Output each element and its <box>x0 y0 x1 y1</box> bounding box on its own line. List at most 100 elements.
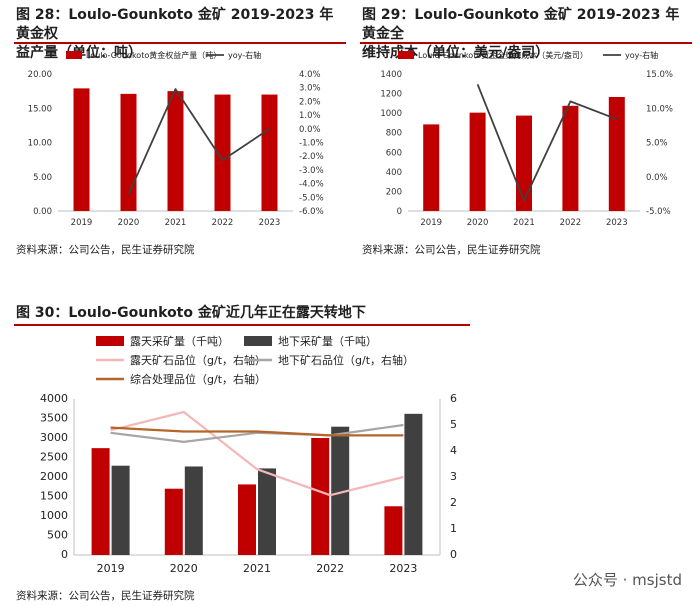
chart1-bar-1 <box>214 94 231 211</box>
chart2-ytick-label: 800 <box>386 129 402 139</box>
chart3-legend-swatch-1 <box>96 336 124 346</box>
chart1-bar-1 <box>120 93 137 211</box>
chart3-xtick-label: 2023 <box>389 562 417 575</box>
chart2-bar-1 <box>516 115 532 211</box>
chart3-y2tick-label: 2 <box>450 496 457 509</box>
chart3-bar-1 <box>91 448 110 555</box>
chart2-ytick-label: 0 <box>397 207 402 217</box>
chart2-legend-bar-swatch <box>398 51 414 59</box>
chart1-bar-1 <box>73 88 90 211</box>
chart3-ytick-label: 3000 <box>40 431 68 444</box>
chart2-ytick-label: 600 <box>386 148 402 158</box>
figure-30-title: 图 30：Loulo-Gounkoto 金矿近几年正在露天转地下 <box>16 304 466 323</box>
chart2-ytick-label: 1000 <box>380 109 402 119</box>
chart3-ytick-label: 0 <box>61 548 68 561</box>
chart1-y2tick-label: 0.0% <box>299 125 321 135</box>
chart3-legend-label-1: 露天采矿量（千吨） <box>130 335 229 348</box>
chart3-ytick-label: 2000 <box>40 470 68 483</box>
chart3-bar-1 <box>164 488 183 555</box>
chart3-bar-1 <box>384 506 403 555</box>
figure-28-rule <box>14 42 346 44</box>
chart1-ytick-label: 10.00 <box>28 139 52 149</box>
chart1-y2tick-label: 3.0% <box>299 84 321 94</box>
figure-29-source: 资料来源：公司公告，民生证券研究院 <box>362 244 541 256</box>
chart1-bar-1 <box>167 91 184 211</box>
chart1-y2tick-label: -4.0% <box>299 180 324 190</box>
chart1-y2tick-label: -3.0% <box>299 166 324 176</box>
chart1-legend-bar-label: Loulo-Gounkoto黄金权益产量（吨） <box>86 50 221 60</box>
chart2-xtick-label: 2020 <box>467 218 489 228</box>
chart2-y2tick-label: 5.0% <box>646 139 668 149</box>
chart1-y2tick-label: 4.0% <box>299 70 321 80</box>
chart2-bar-1 <box>469 112 486 211</box>
chart3-ytick-label: 500 <box>47 529 68 542</box>
figure-28-title: 图 28：Loulo-Gounkoto 金矿 2019-2023 年黄金权 益产… <box>16 6 346 63</box>
chart3-bar-2 <box>404 413 423 555</box>
chart3-ytick-label: 1500 <box>40 490 68 503</box>
chart2-ytick-label: 1400 <box>380 70 402 80</box>
chart3-bar-2 <box>331 426 350 555</box>
chart2-xtick-label: 2023 <box>606 218 628 228</box>
chart3-legend-label-2: 地下采矿量（千吨） <box>278 335 377 348</box>
chart2-xtick-label: 2019 <box>420 218 442 228</box>
chart1-ytick-label: 5.00 <box>33 173 52 183</box>
chart3-line-2 <box>110 423 404 443</box>
chart3-bar-1 <box>311 438 330 555</box>
chart3-y2tick-label: 4 <box>450 444 457 457</box>
chart1-y2tick-label: -5.0% <box>299 193 324 203</box>
chart1-y2tick-label: 2.0% <box>299 97 321 107</box>
figure-30-source: 资料来源：公司公告，民生证券研究院 <box>16 590 195 602</box>
chart3-legend-label-4: 地下矿石品位（g/t，右轴） <box>278 353 414 367</box>
chart1-y2tick-label: 1.0% <box>299 111 321 121</box>
chart1-legend-line-label: yoy-右轴 <box>228 50 261 60</box>
chart2-line-1 <box>476 83 618 202</box>
chart2-ytick-label: 200 <box>386 187 402 197</box>
chart2-ytick-label: 1200 <box>380 90 402 100</box>
chart1-ytick-label: 20.00 <box>28 70 52 80</box>
chart1-legend-bar-swatch <box>66 51 82 59</box>
chart3-ytick-label: 1000 <box>40 509 68 522</box>
chart3-y2tick-label: 5 <box>450 418 457 431</box>
figure-28-title-line1: 图 28：Loulo-Gounkoto 金矿 2019-2023 年黄金权 <box>16 7 334 42</box>
chart2-y2tick-label: 10.0% <box>646 104 673 114</box>
chart3-xtick-label: 2022 <box>316 562 344 575</box>
chart3-ytick-label: 2500 <box>40 451 68 464</box>
chart3-xtick-label: 2019 <box>97 562 125 575</box>
figure-30-title-line1: 图 30：Loulo-Gounkoto 金矿近几年正在露天转地下 <box>16 305 366 321</box>
chart1-xtick-label: 2019 <box>71 218 93 228</box>
chart3-xtick-label: 2020 <box>170 562 198 575</box>
chart3-y2tick-label: 1 <box>450 522 457 535</box>
chart1-line-1 <box>127 88 271 195</box>
chart1-xtick-label: 2021 <box>165 218 187 228</box>
chart1-bar-1 <box>261 94 278 211</box>
chart1-y2tick-label: -6.0% <box>299 207 324 217</box>
chart3-legend-label-5: 综合处理品位（g/t，右轴） <box>130 372 266 386</box>
chart2-xtick-label: 2021 <box>513 218 535 228</box>
chart3-ytick-label: 4000 <box>40 392 68 405</box>
chart1-ytick-label: 0.00 <box>33 207 52 217</box>
chart1-xtick-label: 2022 <box>212 218 234 228</box>
chart2-y2tick-label: 0.0% <box>646 173 668 183</box>
chart3-y2tick-label: 0 <box>450 548 457 561</box>
figure-29-title-line1: 图 29：Loulo-Gounkoto 金矿 2019-2023 年黄金全 <box>362 7 680 42</box>
chart2-ytick-label: 400 <box>386 168 402 178</box>
chart1-xtick-label: 2020 <box>118 218 140 228</box>
chart2-legend-bar-label: Loulo-Gounkoto黄金全维持成本（美元/盎司） <box>418 50 588 60</box>
chart2-y2tick-label: 15.0% <box>646 70 673 80</box>
chart3-y2tick-label: 6 <box>450 392 457 405</box>
chart3-legend-label-3: 露天矿石品位（g/t，右轴） <box>130 353 266 367</box>
watermark: 公众号 · msjstd <box>572 571 682 589</box>
chart2-y2tick-label: -5.0% <box>646 207 671 217</box>
figure-30-rule <box>14 324 470 326</box>
chart1-xtick-label: 2023 <box>259 218 281 228</box>
chart3-line-3 <box>110 426 404 437</box>
figure-28-source: 资料来源：公司公告，民生证券研究院 <box>16 244 195 256</box>
chart3-bar-2 <box>184 466 203 555</box>
figure-29-rule <box>360 42 692 44</box>
chart2-bar-1 <box>423 124 440 211</box>
chart3-xtick-label: 2021 <box>243 562 271 575</box>
chart3-line-1 <box>110 410 404 497</box>
chart1-y2tick-label: -2.0% <box>299 152 324 162</box>
chart2-bar-1 <box>562 105 579 211</box>
